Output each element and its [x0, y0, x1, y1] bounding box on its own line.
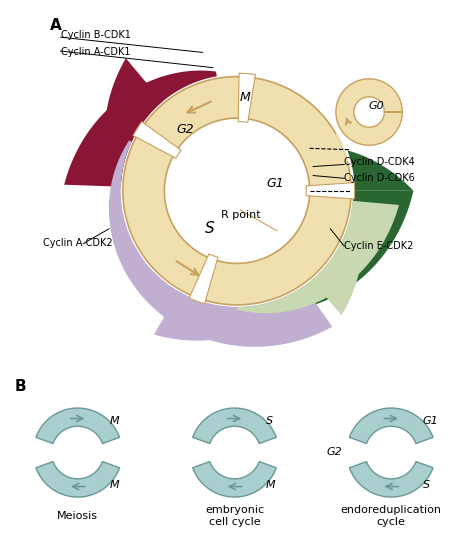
- Polygon shape: [347, 150, 413, 191]
- Text: R point: R point: [220, 210, 260, 220]
- Text: M: M: [266, 480, 276, 489]
- Text: G2: G2: [176, 123, 194, 136]
- Text: M: M: [109, 415, 119, 426]
- Text: A: A: [50, 18, 62, 33]
- Polygon shape: [247, 191, 413, 311]
- Text: endoreduplication
cycle: endoreduplication cycle: [341, 505, 442, 527]
- Polygon shape: [335, 133, 348, 161]
- Polygon shape: [154, 286, 305, 341]
- Text: Cyclin B-CDK1: Cyclin B-CDK1: [61, 30, 130, 40]
- Text: Cyclin E-CDK2: Cyclin E-CDK2: [344, 241, 414, 251]
- Polygon shape: [36, 408, 119, 444]
- Polygon shape: [192, 408, 276, 444]
- Text: S: S: [204, 221, 214, 237]
- Text: Meiosis: Meiosis: [57, 511, 98, 521]
- Polygon shape: [237, 201, 399, 313]
- Polygon shape: [109, 141, 332, 347]
- Text: Cyclin A-CDK1: Cyclin A-CDK1: [61, 47, 130, 57]
- Text: G1: G1: [423, 415, 438, 426]
- Text: M: M: [240, 91, 251, 104]
- Text: Cyclin D-CDK6: Cyclin D-CDK6: [344, 173, 415, 183]
- Polygon shape: [36, 462, 119, 497]
- Polygon shape: [105, 58, 162, 187]
- Text: B: B: [15, 379, 26, 394]
- Text: M: M: [109, 480, 119, 489]
- Text: S: S: [423, 480, 430, 489]
- Text: G0: G0: [368, 101, 384, 112]
- Polygon shape: [336, 79, 402, 145]
- Text: embryonic
cell cycle: embryonic cell cycle: [205, 505, 264, 527]
- Polygon shape: [238, 73, 255, 123]
- Polygon shape: [133, 122, 181, 158]
- Text: Cyclin D-CDK4: Cyclin D-CDK4: [344, 157, 415, 167]
- Polygon shape: [192, 462, 276, 497]
- Text: Cyclin A-CDK2: Cyclin A-CDK2: [43, 238, 113, 247]
- Text: G1: G1: [266, 177, 284, 190]
- Text: G2: G2: [327, 446, 343, 457]
- Polygon shape: [123, 77, 351, 305]
- Polygon shape: [312, 201, 363, 315]
- Polygon shape: [306, 183, 355, 199]
- Polygon shape: [189, 254, 218, 304]
- Polygon shape: [349, 462, 433, 497]
- Polygon shape: [64, 70, 217, 187]
- Polygon shape: [349, 408, 433, 444]
- Text: S: S: [266, 415, 273, 426]
